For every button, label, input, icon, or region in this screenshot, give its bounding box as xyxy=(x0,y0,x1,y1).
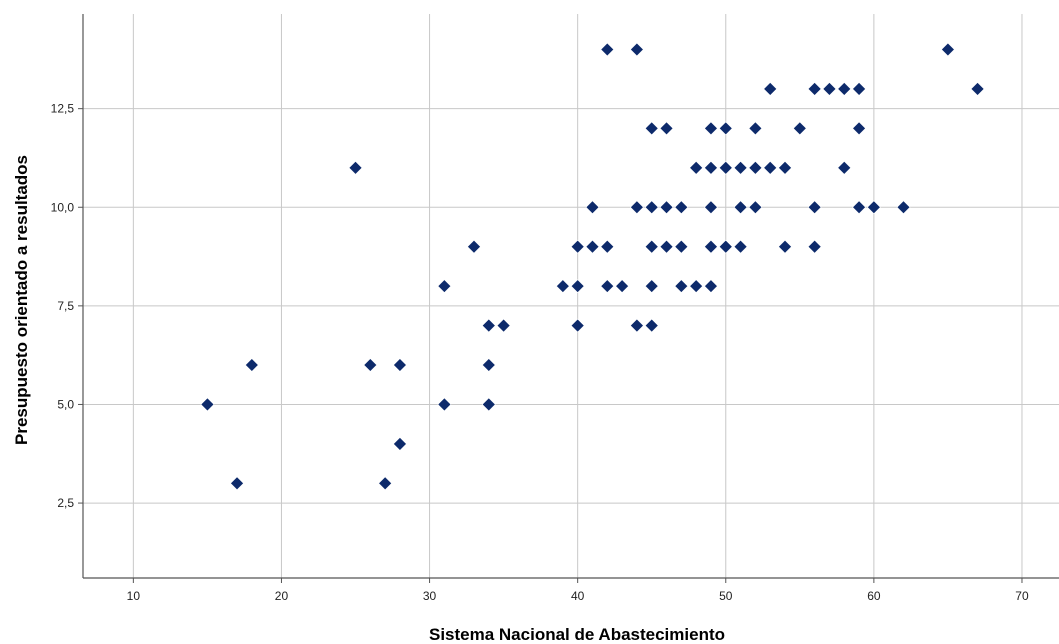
tick-labels: 10 20 30 40 50 60 70 2,5 5,0 7,5 10,0 12,5 xyxy=(51,102,1029,603)
data-point xyxy=(807,82,822,96)
x-tick-label: 60 xyxy=(867,589,881,603)
data-point xyxy=(763,160,778,175)
x-tick-label: 30 xyxy=(423,589,437,603)
data-point xyxy=(467,239,481,254)
y-tick-label: 5,0 xyxy=(57,397,74,411)
data-point xyxy=(718,121,733,136)
data-point xyxy=(792,121,807,136)
data-point xyxy=(629,200,644,215)
data-point xyxy=(807,239,822,254)
data-point xyxy=(822,82,837,96)
data-point xyxy=(704,239,718,254)
data-point xyxy=(704,279,718,294)
data-point xyxy=(704,121,718,136)
data-point xyxy=(600,239,615,254)
data-point xyxy=(393,358,407,372)
data-point xyxy=(704,200,718,215)
y-tick-label: 10,0 xyxy=(51,200,75,214)
data-point xyxy=(748,200,763,215)
data-point xyxy=(852,82,866,96)
data-point xyxy=(674,279,689,294)
data-point xyxy=(807,200,822,215)
data-point xyxy=(718,239,733,254)
data-point xyxy=(659,121,674,136)
data-point xyxy=(778,239,792,254)
data-point xyxy=(437,279,452,294)
data-point xyxy=(674,239,689,254)
x-tick-label: 10 xyxy=(127,589,141,603)
x-tick-label: 20 xyxy=(275,589,289,603)
data-point xyxy=(200,397,215,412)
data-point xyxy=(778,160,792,175)
data-point xyxy=(496,318,511,333)
data-point xyxy=(689,160,704,175)
data-point xyxy=(674,200,689,215)
data-point xyxy=(585,239,600,254)
grid xyxy=(83,14,1059,578)
data-point xyxy=(644,200,659,215)
data-point xyxy=(748,160,763,175)
data-point xyxy=(570,318,585,333)
data-point xyxy=(659,200,674,215)
data-point xyxy=(763,82,778,96)
y-tick-label: 12,5 xyxy=(51,102,75,116)
data-point xyxy=(659,239,674,254)
data-point xyxy=(718,160,733,175)
data-point xyxy=(940,42,955,57)
data-point xyxy=(481,358,496,372)
data-point xyxy=(555,279,570,294)
data-point xyxy=(615,279,630,294)
data-point xyxy=(600,279,615,294)
data-point xyxy=(733,160,748,175)
data-point xyxy=(644,121,659,136)
data-point xyxy=(230,476,244,491)
x-axis-title: Sistema Nacional de Abastecimiento xyxy=(429,625,725,644)
data-point xyxy=(748,121,763,136)
data-point xyxy=(837,82,852,96)
data-point xyxy=(363,358,378,372)
y-tick-label: 7,5 xyxy=(57,299,74,313)
data-point xyxy=(570,279,585,294)
data-point xyxy=(570,239,585,254)
data-point xyxy=(689,279,704,294)
data-point xyxy=(852,121,866,136)
data-point xyxy=(585,200,600,215)
data-point xyxy=(704,160,718,175)
y-axis-title: Presupuesto orientado a resultados xyxy=(12,155,31,445)
y-tick-label: 2,5 xyxy=(57,496,74,510)
x-tick-label: 40 xyxy=(571,589,585,603)
data-point xyxy=(393,436,407,451)
data-point xyxy=(970,82,985,96)
data-point xyxy=(866,200,881,215)
data-point xyxy=(644,279,659,294)
data-point xyxy=(837,160,852,175)
data-point xyxy=(896,200,911,215)
data-point xyxy=(852,200,866,215)
data-point xyxy=(244,358,259,372)
data-point xyxy=(733,200,748,215)
axes xyxy=(78,14,1059,583)
data-point xyxy=(481,318,496,333)
data-point xyxy=(629,42,644,57)
x-tick-label: 70 xyxy=(1015,589,1029,603)
x-tick-label: 50 xyxy=(719,589,733,603)
data-point xyxy=(481,397,496,412)
data-point xyxy=(348,160,363,175)
data-point xyxy=(378,476,393,491)
data-point xyxy=(644,318,659,333)
data-point xyxy=(644,239,659,254)
data-point xyxy=(629,318,644,333)
data-point xyxy=(600,42,615,57)
data-point xyxy=(733,239,748,254)
data-points xyxy=(200,42,985,491)
data-point xyxy=(437,397,452,412)
